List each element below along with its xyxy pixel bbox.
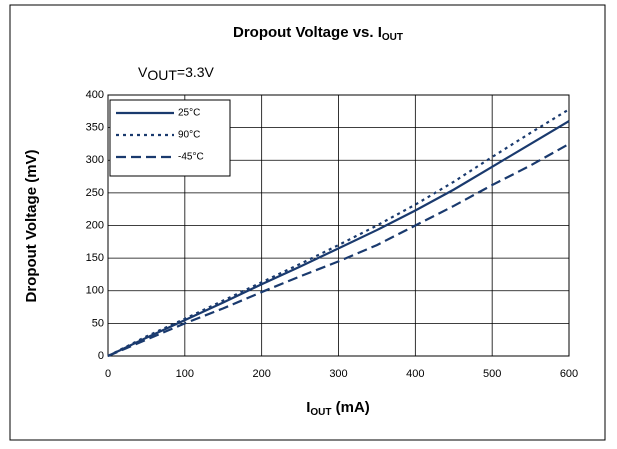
x-tick-label: 600: [560, 368, 578, 380]
legend-label: 90°C: [178, 130, 200, 141]
x-tick-label: 200: [252, 368, 270, 380]
x-tick-label: 400: [406, 368, 424, 380]
title-text: Dropout Voltage vs. I: [233, 24, 382, 41]
annotation-text: V: [138, 64, 148, 80]
x-tick-label: 100: [176, 368, 194, 380]
x-label-text: I: [306, 399, 310, 416]
y-tick-label: 350: [86, 122, 104, 134]
legend-label: 25°C: [178, 108, 200, 119]
x-label-sub: OUT: [310, 407, 331, 418]
annotation: VOUT=3.3V: [138, 64, 215, 83]
y-tick-label: 400: [86, 89, 104, 101]
chart-title: Dropout Voltage vs. IOUT: [233, 24, 403, 43]
y-tick-label: 0: [98, 350, 104, 362]
legend-label: -45°C: [178, 152, 204, 163]
y-tick-label: 250: [86, 187, 104, 199]
series-line: [107, 120, 570, 357]
annotation-rest: =3.3V: [177, 64, 215, 80]
annotation-sub: OUT: [147, 67, 177, 83]
x-tick-label: 300: [329, 368, 347, 380]
y-tick-label: 50: [92, 317, 104, 329]
y-tick-label: 200: [86, 219, 104, 231]
x-tick-label: 0: [105, 368, 111, 380]
x-label-rest: (mA): [331, 399, 369, 416]
y-tick-label: 150: [86, 252, 104, 264]
title-sub: OUT: [382, 32, 403, 43]
x-tick-label: 500: [483, 368, 501, 380]
y-axis-label: Dropout Voltage (mV): [23, 149, 40, 302]
series-line: [107, 142, 570, 358]
legend-box: [109, 99, 231, 177]
series-line: [107, 108, 570, 357]
x-axis-label: IOUT (mA): [306, 399, 370, 418]
y-tick-label: 300: [86, 154, 104, 166]
y-tick-label: 100: [86, 285, 104, 297]
